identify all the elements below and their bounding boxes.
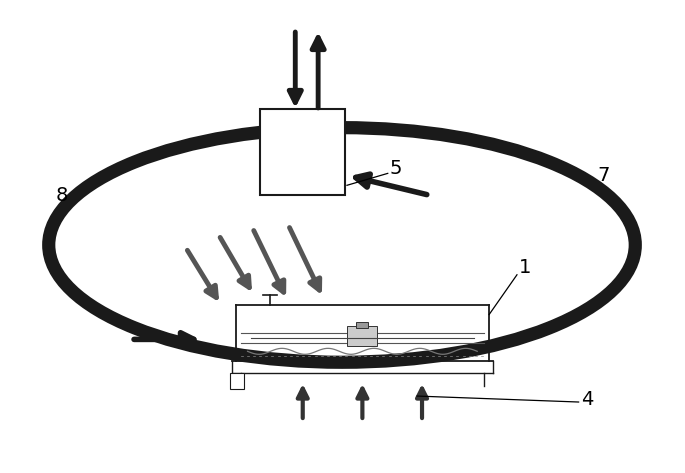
- Text: 8: 8: [55, 186, 68, 205]
- Bar: [356, 323, 369, 328]
- Bar: [229, 373, 244, 389]
- Text: 1: 1: [519, 258, 532, 277]
- Bar: [260, 109, 345, 195]
- Bar: [347, 326, 377, 346]
- Text: 4: 4: [581, 390, 593, 409]
- Text: 5: 5: [390, 159, 402, 178]
- Text: 7: 7: [597, 166, 610, 185]
